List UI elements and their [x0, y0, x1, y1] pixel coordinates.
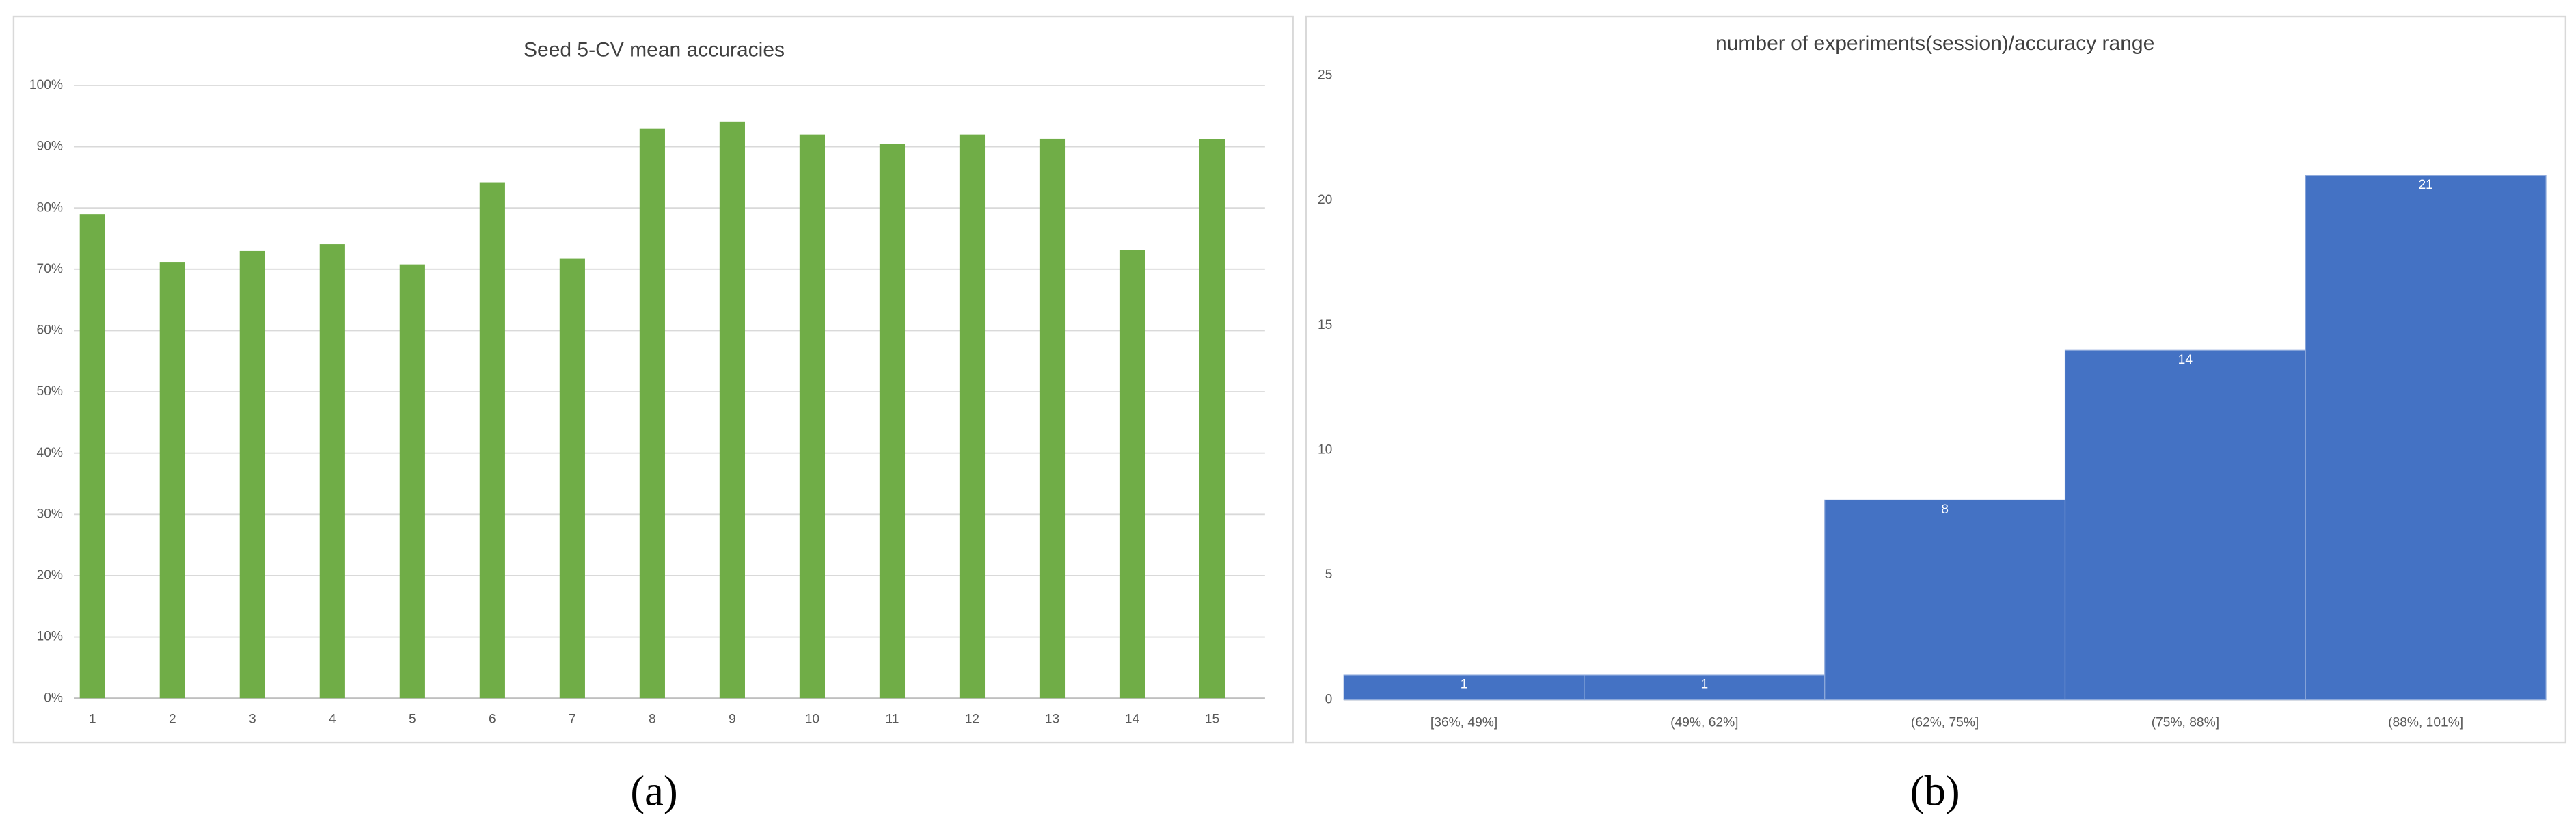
x-tick-label: (49%, 62%] [1670, 715, 1738, 730]
y-tick-label: 20% [37, 568, 63, 583]
bar [559, 258, 585, 699]
x-tick-label: 7 [569, 712, 576, 726]
bar [2305, 175, 2547, 701]
x-tick-label: 1 [89, 712, 96, 726]
x-tick-label: 11 [885, 712, 899, 726]
x-tick-label: 14 [1125, 712, 1140, 726]
x-tick-label: 13 [1045, 712, 1059, 726]
y-tick-label: 15 [1318, 318, 1332, 332]
y-tick-label: 90% [37, 139, 63, 154]
bar [239, 250, 265, 699]
data-label: 1 [1461, 678, 1468, 692]
x-tick-label: 15 [1205, 712, 1219, 726]
y-tick-label: 0% [44, 691, 63, 705]
bar [1584, 674, 1826, 701]
y-tick-label: 40% [37, 446, 63, 460]
x-tick-label: 5 [409, 712, 416, 726]
chart-title: number of experiments(session)/accuracy … [1716, 32, 2154, 55]
y-tick-label: 60% [37, 323, 63, 338]
x-tick-label: 12 [965, 712, 979, 726]
x-tick-label: 8 [649, 712, 656, 726]
bar [79, 214, 105, 699]
bar [159, 262, 185, 699]
bar [1039, 138, 1066, 699]
data-label: 1 [1700, 678, 1708, 692]
data-label: 8 [1941, 503, 1949, 517]
y-tick-label: 80% [37, 200, 63, 215]
x-tick-label: [36%, 49%] [1431, 715, 1497, 730]
y-tick-label: 100% [29, 78, 63, 92]
bar [479, 182, 505, 699]
y-tick-label: 10 [1318, 442, 1332, 457]
bar [319, 244, 345, 699]
bar [2064, 349, 2306, 701]
y-tick-label: 70% [37, 262, 63, 276]
x-tick-label: 6 [489, 712, 496, 726]
x-tick-label: 2 [169, 712, 176, 726]
x-tick-label: (75%, 88%] [2152, 715, 2219, 730]
data-label: 21 [2418, 178, 2432, 192]
x-tick-label: (88%, 101%] [2388, 715, 2463, 730]
y-tick-label: 0 [1325, 693, 1333, 707]
bar [1824, 499, 2066, 701]
bar [1343, 674, 1585, 701]
bar [1199, 139, 1225, 699]
y-tick-label: 20 [1318, 193, 1332, 207]
bar [719, 121, 745, 699]
y-tick-label: 30% [37, 507, 63, 521]
x-tick-label: 4 [329, 712, 336, 726]
bar [1119, 250, 1145, 699]
bar [639, 128, 665, 699]
y-tick-label: 25 [1318, 68, 1332, 83]
y-tick-label: 5 [1325, 567, 1333, 582]
x-tick-label: (62%, 75%] [1911, 715, 1979, 730]
x-tick-label: 10 [805, 712, 819, 726]
chart-title: Seed 5-CV mean accuracies [524, 38, 785, 61]
bar [799, 134, 825, 699]
bar [879, 144, 906, 699]
caption: (a) [630, 766, 677, 814]
bar [399, 264, 425, 699]
y-tick-label: 10% [37, 630, 63, 644]
data-label: 14 [2178, 353, 2193, 367]
x-tick-label: 9 [729, 712, 736, 726]
y-tick-label: 50% [37, 384, 63, 399]
x-tick-label: 3 [249, 712, 256, 726]
bar [959, 134, 986, 699]
caption: (b) [1910, 766, 1960, 814]
